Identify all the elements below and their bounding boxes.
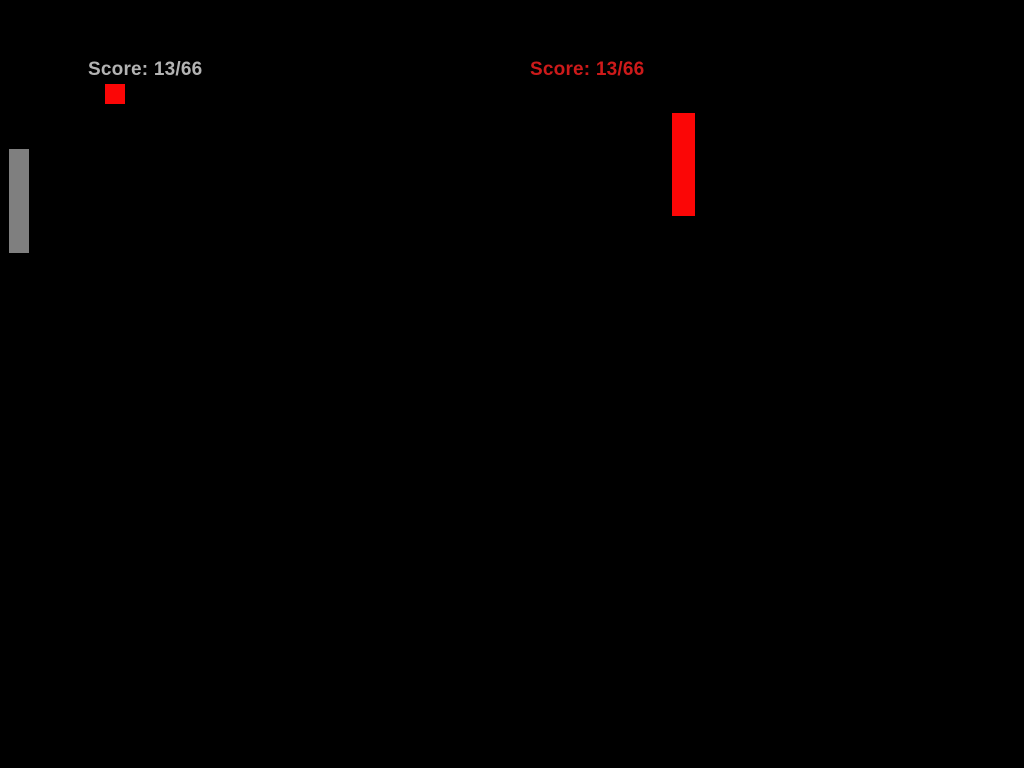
score-right: Score: 13/66 xyxy=(530,59,645,80)
ball xyxy=(105,84,125,104)
score-left: Score: 13/66 xyxy=(88,59,203,80)
left-paddle xyxy=(9,149,29,253)
right-paddle xyxy=(672,113,695,216)
